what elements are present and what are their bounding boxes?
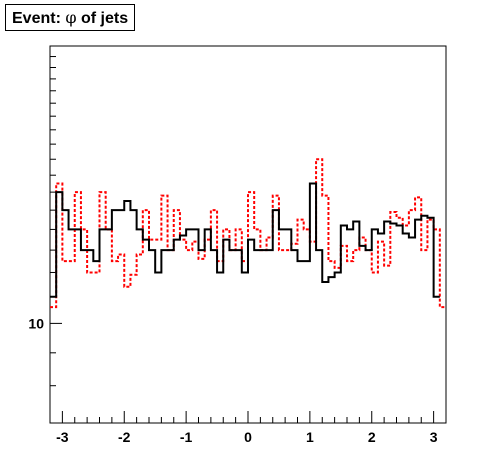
series-layer xyxy=(50,158,446,309)
chart-title: Event: φ of jets xyxy=(5,4,136,31)
x-tick-label: -2 xyxy=(118,429,131,445)
x-tick-label: 3 xyxy=(430,429,438,445)
x-tick-label: -3 xyxy=(56,429,69,445)
chart-title-symbol: φ xyxy=(65,8,77,27)
y-tick-label: 10 xyxy=(28,315,44,331)
histogram-series-dashed xyxy=(50,158,446,309)
histogram-series-solid xyxy=(50,182,440,298)
x-axis: -3 -2 -1 0 1 2 3 xyxy=(49,411,447,445)
x-tick-label: -1 xyxy=(180,429,193,445)
x-tick-label: 2 xyxy=(368,429,376,445)
x-tick-label: 1 xyxy=(306,429,314,445)
chart-title-suffix: of jets xyxy=(76,10,129,27)
chart-title-prefix: Event: xyxy=(12,10,66,27)
x-tick-label: 0 xyxy=(244,429,252,445)
y-axis: 10 xyxy=(28,45,62,424)
